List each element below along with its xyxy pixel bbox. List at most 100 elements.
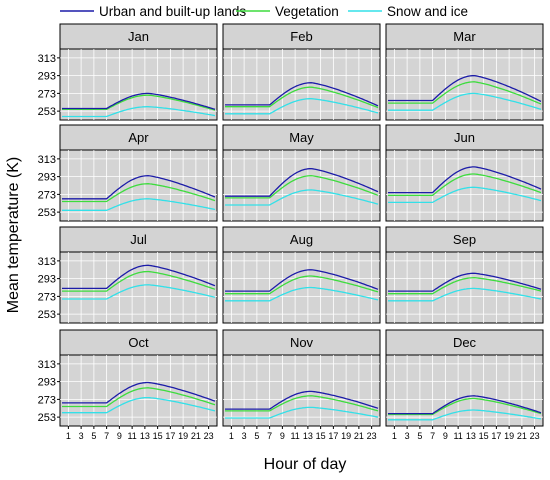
series-line-veg <box>62 270 216 292</box>
x-tick-label: 23 <box>367 431 377 441</box>
series-line-veg <box>62 183 216 203</box>
series-line-snow <box>225 406 379 419</box>
series-line-urban <box>225 390 379 410</box>
x-tick-label: 15 <box>316 431 326 441</box>
series-line-veg <box>388 277 542 295</box>
y-tick-label: 293 <box>38 274 56 286</box>
panel-plot-area <box>385 149 544 222</box>
x-tick-label: 9 <box>280 431 285 441</box>
panel-plot-area <box>59 251 218 324</box>
x-tick-label: 19 <box>341 431 351 441</box>
x-tick-label: 13 <box>303 431 313 441</box>
x-tick-label: 11 <box>290 431 299 441</box>
panel-title: Feb <box>290 29 312 44</box>
series-line-snow <box>62 284 216 300</box>
x-tick-label: 5 <box>254 431 259 441</box>
panel-plot-area <box>385 48 544 121</box>
series-line-urban <box>62 381 216 404</box>
y-tick-label: 293 <box>38 172 56 184</box>
x-tick-label: 11 <box>453 431 462 441</box>
series-line-veg <box>62 387 216 408</box>
panel-header <box>222 226 381 253</box>
x-tick-label: 21 <box>354 431 364 441</box>
y-tick-label: 293 <box>38 377 56 389</box>
panel-title: Jan <box>128 29 149 44</box>
series-line-veg <box>225 86 379 109</box>
panel-header <box>59 226 218 253</box>
x-tick-label: 7 <box>430 431 435 441</box>
x-tick-label: 23 <box>530 431 540 441</box>
series-line-snow <box>388 409 542 421</box>
y-tick-label: 313 <box>38 53 56 65</box>
panel-plot-area <box>222 251 381 324</box>
series-line-veg <box>225 275 379 295</box>
panel-plot-area <box>222 149 381 222</box>
panel-header <box>59 23 218 50</box>
x-tick-label: 19 <box>504 431 514 441</box>
panel-header <box>385 124 544 151</box>
y-tick-label: 313 <box>38 256 56 268</box>
series-line-urban <box>62 175 216 200</box>
y-tick-label: 273 <box>38 394 56 406</box>
x-tick-label: 13 <box>466 431 476 441</box>
x-tick-label: 9 <box>117 431 122 441</box>
series-line-snow <box>225 98 379 115</box>
series-line-urban <box>62 264 216 290</box>
x-tick-label: 7 <box>104 431 109 441</box>
legend-label: Vegetation <box>275 4 339 19</box>
y-tick-label: 313 <box>38 359 56 371</box>
series-line-veg <box>62 94 216 111</box>
x-tick-label: 5 <box>417 431 422 441</box>
x-tick-label: 3 <box>405 431 410 441</box>
x-tick-label: 9 <box>443 431 448 441</box>
panel-title: Dec <box>453 335 477 350</box>
x-tick-label: 19 <box>178 431 188 441</box>
panel-title: Mar <box>453 29 476 44</box>
x-tick-label: 15 <box>479 431 489 441</box>
series-line-snow <box>225 286 379 302</box>
series-line-urban <box>388 166 542 194</box>
series-line-veg <box>388 397 542 416</box>
x-tick-label: 17 <box>491 431 501 441</box>
panel-plot-area <box>385 251 544 324</box>
series-line-snow <box>62 106 216 118</box>
legend-label: Snow and ice <box>387 4 468 19</box>
series-line-snow <box>388 92 542 111</box>
panel-title: Jul <box>130 232 147 247</box>
legend-label: Urban and built-up lands <box>99 4 246 19</box>
x-tick-label: 1 <box>229 431 234 441</box>
series-line-snow <box>62 198 216 211</box>
x-tick-label: 17 <box>165 431 175 441</box>
panel-title: Jun <box>454 130 475 145</box>
y-tick-label: 253 <box>38 309 56 321</box>
y-tick-label: 293 <box>38 71 56 83</box>
y-tick-label: 313 <box>38 154 56 166</box>
series-line-snow <box>388 186 542 204</box>
series-line-urban <box>388 395 542 415</box>
y-tick-label: 273 <box>38 189 56 201</box>
series-line-urban <box>225 82 379 107</box>
x-tick-label: 15 <box>153 431 163 441</box>
series-line-snow <box>388 287 542 302</box>
panel-title: May <box>289 130 314 145</box>
series-line-snow <box>225 189 379 206</box>
x-tick-label: 1 <box>66 431 71 441</box>
x-tick-label: 3 <box>242 431 247 441</box>
series-line-veg <box>225 395 379 412</box>
series-line-veg <box>225 175 379 199</box>
panel-header <box>385 23 544 50</box>
panel-title: Apr <box>128 130 149 145</box>
panel-header <box>59 329 218 356</box>
panel-title: Aug <box>290 232 313 247</box>
panel-title: Nov <box>290 335 314 350</box>
series-line-urban <box>388 74 542 102</box>
panel-title: Sep <box>453 232 476 247</box>
x-tick-label: 21 <box>517 431 527 441</box>
x-tick-label: 3 <box>79 431 84 441</box>
panel-plot-area <box>222 354 381 427</box>
series-line-veg <box>388 81 542 105</box>
series-line-urban <box>388 272 542 292</box>
x-axis-title: Hour of day <box>264 456 347 473</box>
x-tick-label: 5 <box>91 431 96 441</box>
